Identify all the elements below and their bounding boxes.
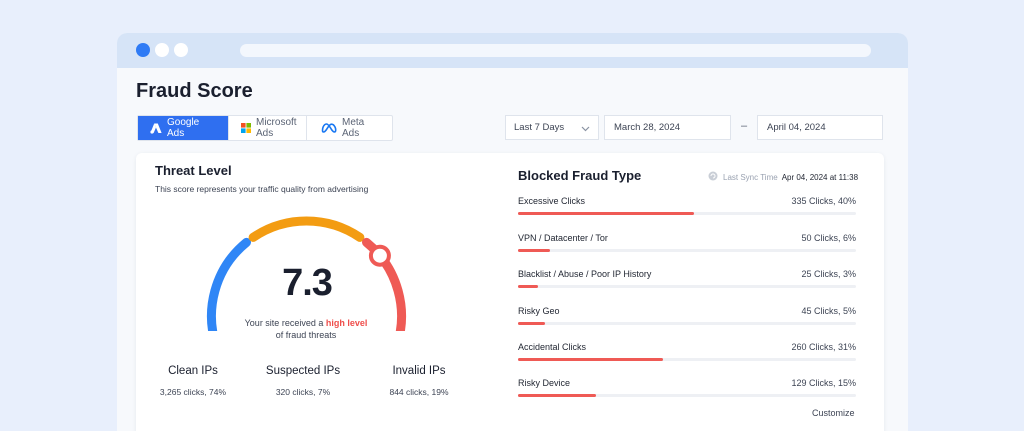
clean-ips-stat: Clean IPs 3,265 clicks, 74% bbox=[138, 365, 248, 397]
fraud-bar-fill bbox=[518, 394, 596, 397]
fraud-bar-track bbox=[518, 212, 856, 215]
caption-highlight: high level bbox=[325, 318, 368, 328]
blocked-fraud-title: Blocked Fraud Type bbox=[518, 168, 642, 183]
start-date-field[interactable]: March 28, 2024 bbox=[604, 115, 731, 140]
date-separator: – bbox=[741, 120, 748, 132]
fraud-row: Blacklist / Abuse / Poor IP History 25 C… bbox=[518, 269, 856, 293]
threat-level-title: Threat Level bbox=[155, 163, 232, 178]
fraud-type-name: Excessive Clicks bbox=[518, 196, 586, 206]
platform-tabs: Google Ads Microsoft Ads Meta Ads bbox=[137, 115, 393, 141]
fraud-bar-track bbox=[518, 249, 856, 252]
gauge-arc-mid bbox=[248, 216, 365, 242]
sync-label: Last Sync Time bbox=[723, 172, 778, 182]
fraud-type-name: VPN / Datacenter / Tor bbox=[518, 233, 608, 243]
gauge-arc-low bbox=[207, 237, 251, 331]
google-ads-icon bbox=[150, 123, 162, 134]
end-date-field[interactable]: April 04, 2024 bbox=[757, 115, 883, 140]
tab-label: Meta Ads bbox=[342, 117, 365, 139]
fraud-row: Excessive Clicks 335 Clicks, 40% bbox=[518, 196, 856, 220]
fraud-bar-fill bbox=[518, 322, 546, 325]
tab-meta-ads[interactable]: Meta Ads bbox=[307, 116, 392, 140]
stat-label: Clean IPs bbox=[168, 365, 218, 377]
meta-icon bbox=[321, 123, 337, 133]
fraud-type-name: Risky Device bbox=[518, 378, 571, 388]
stat-value: 844 clicks, 19% bbox=[389, 387, 449, 397]
fraud-bar-track bbox=[518, 285, 856, 288]
address-bar[interactable] bbox=[240, 44, 871, 57]
sync-icon bbox=[708, 171, 718, 183]
threat-level-subtitle: This score represents your traffic quali… bbox=[155, 184, 369, 194]
date-range-select[interactable]: Last 7 Days bbox=[505, 115, 599, 140]
browser-titlebar bbox=[117, 33, 908, 68]
customize-link[interactable]: Customize bbox=[812, 408, 855, 418]
gauge-marker bbox=[368, 244, 391, 267]
stat-value: 320 clicks, 7% bbox=[275, 387, 331, 397]
fraud-row: VPN / Datacenter / Tor 50 Clicks, 6% bbox=[518, 233, 856, 257]
fraud-score-card: Threat Level This score represents your … bbox=[136, 153, 884, 431]
window-minimize-dot[interactable] bbox=[155, 43, 169, 57]
tab-google-ads[interactable]: Google Ads bbox=[138, 116, 229, 140]
suspected-ips-stat: Suspected IPs 320 clicks, 7% bbox=[248, 365, 358, 397]
threat-gauge bbox=[207, 216, 406, 331]
sync-time: Apr 04, 2024 at 11:38 bbox=[781, 172, 859, 182]
fraud-bar-fill bbox=[518, 249, 551, 252]
fraud-bar-track bbox=[518, 358, 856, 361]
fraud-type-count: 335 Clicks, 40% bbox=[791, 196, 856, 206]
date-range-value: Last 7 Days bbox=[514, 122, 565, 133]
fraud-type-count: 129 Clicks, 15% bbox=[791, 378, 856, 388]
fraud-type-count: 25 Clicks, 3% bbox=[801, 269, 856, 279]
threat-caption: Your site received a high level of fraud… bbox=[226, 317, 386, 341]
tab-microsoft-ads[interactable]: Microsoft Ads bbox=[229, 116, 307, 140]
threat-score: 7.3 bbox=[282, 262, 333, 304]
fraud-row: Risky Device 129 Clicks, 15% bbox=[518, 378, 856, 402]
stat-value: 3,265 clicks, 74% bbox=[159, 387, 227, 397]
fraud-bar-track bbox=[518, 322, 856, 325]
fraud-type-name: Accidental Clicks bbox=[518, 342, 587, 352]
end-date-value: April 04, 2024 bbox=[767, 122, 826, 133]
browser-window: Fraud Score Google Ads Microsoft Ads Met… bbox=[117, 33, 908, 431]
tab-label: Microsoft Ads bbox=[256, 117, 297, 139]
last-sync: Last Sync Time Apr 04, 2024 at 11:38 bbox=[708, 171, 858, 183]
fraud-row: Risky Geo 45 Clicks, 5% bbox=[518, 306, 856, 330]
fraud-type-name: Risky Geo bbox=[518, 306, 560, 316]
window-close-dot[interactable] bbox=[136, 43, 150, 57]
window-maximize-dot[interactable] bbox=[174, 43, 188, 57]
caption-prefix: Your site received a bbox=[244, 318, 326, 328]
chevron-down-icon bbox=[581, 124, 590, 135]
fraud-type-name: Blacklist / Abuse / Poor IP History bbox=[518, 269, 652, 279]
fraud-bar-track bbox=[518, 394, 856, 397]
start-date-value: March 28, 2024 bbox=[614, 122, 681, 133]
dashboard-page: Fraud Score Google Ads Microsoft Ads Met… bbox=[117, 68, 908, 431]
fraud-type-count: 50 Clicks, 6% bbox=[801, 233, 856, 243]
fraud-bar-fill bbox=[518, 358, 664, 361]
microsoft-icon bbox=[241, 123, 251, 133]
fraud-bar-fill bbox=[518, 212, 694, 215]
stat-label: Suspected IPs bbox=[265, 365, 341, 377]
fraud-type-count: 260 Clicks, 31% bbox=[791, 342, 856, 352]
fraud-bar-fill bbox=[518, 285, 539, 288]
fraud-row: Accidental Clicks 260 Clicks, 31% bbox=[518, 342, 856, 366]
invalid-ips-stat: Invalid IPs 844 clicks, 19% bbox=[364, 365, 474, 397]
page-title: Fraud Score bbox=[136, 80, 253, 102]
tab-label: Google Ads bbox=[167, 117, 200, 139]
caption-suffix: of fraud threats bbox=[275, 330, 337, 340]
fraud-type-count: 45 Clicks, 5% bbox=[801, 306, 856, 316]
stat-label: Invalid IPs bbox=[392, 365, 446, 377]
